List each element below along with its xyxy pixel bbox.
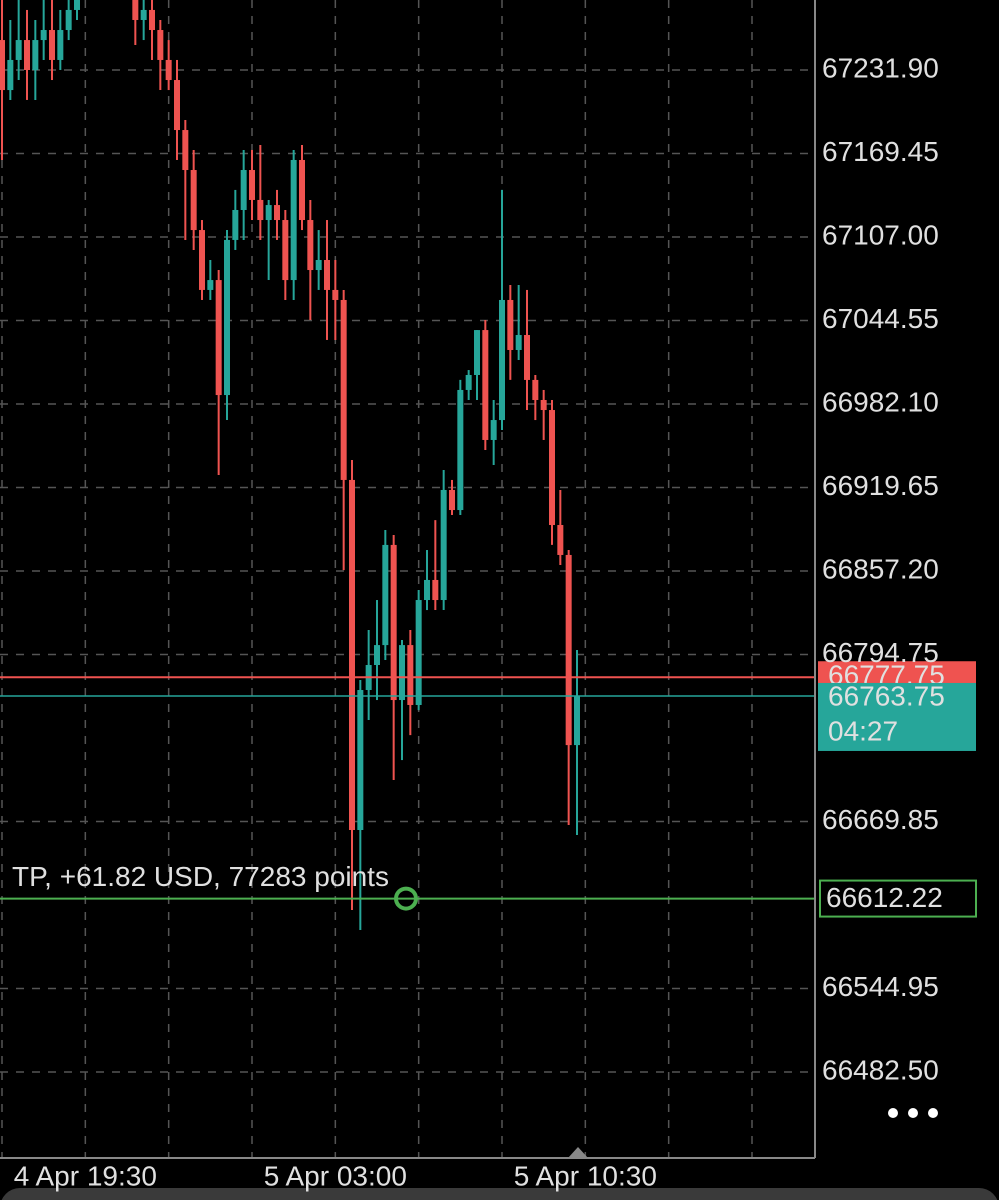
- candle-body: [174, 80, 180, 131]
- candle-body: [440, 489, 447, 601]
- candle-body: [249, 170, 255, 200]
- candle-body: [499, 299, 505, 421]
- bottom-bar: [1, 1188, 998, 1200]
- candle-body: [149, 9, 155, 31]
- candle-body: [215, 280, 222, 396]
- candle-body: [15, 40, 22, 60]
- candle-body: [290, 159, 297, 281]
- candle-body: [549, 410, 555, 526]
- candle-body: [515, 335, 522, 350]
- tp-label: TP, +61.82 USD, 77283 points: [12, 861, 389, 892]
- bid-box: [818, 682, 976, 751]
- candle-body: [415, 600, 422, 705]
- candle-body: [407, 645, 414, 705]
- candle-body: [32, 40, 39, 70]
- candle-body: [299, 159, 305, 221]
- candle-body: [132, 0, 139, 20]
- candle-body: [157, 30, 164, 60]
- candle-body: [524, 335, 530, 380]
- candle-body: [282, 220, 289, 281]
- candle-body: [465, 374, 472, 390]
- candle-body: [399, 645, 405, 701]
- tp-box: [819, 879, 977, 918]
- countdown: 04:27: [828, 715, 898, 746]
- menu-dot[interactable]: [928, 1108, 938, 1118]
- candle-body: [274, 205, 280, 221]
- menu-dot[interactable]: [908, 1108, 918, 1118]
- candle-body: [182, 130, 189, 171]
- candle-body: [199, 230, 205, 290]
- y-tick-label: 67231.90: [822, 52, 939, 83]
- candle-body: [240, 170, 247, 210]
- y-tick-label: 67044.55: [822, 303, 939, 334]
- candle-body: [540, 399, 547, 411]
- candle-body: [207, 280, 214, 290]
- candle-body: [390, 544, 397, 701]
- y-tick-label: 66919.65: [822, 470, 939, 501]
- tp-price-label: 66612.22: [826, 882, 943, 913]
- candle-body: [349, 479, 355, 831]
- y-tick-label: 66982.10: [822, 386, 939, 417]
- y-tick-label: 66669.85: [822, 804, 939, 835]
- candle-body: [490, 420, 497, 440]
- candle-body: [432, 579, 439, 601]
- y-tick-label: 66482.50: [822, 1054, 939, 1085]
- menu-dot[interactable]: [888, 1108, 898, 1118]
- candle-body: [190, 170, 197, 231]
- candle-body: [224, 239, 230, 396]
- candle-body: [57, 30, 64, 60]
- candle-body: [340, 299, 347, 480]
- candle-body: [507, 299, 514, 350]
- candle-body: [574, 695, 580, 746]
- candle-body: [140, 9, 147, 20]
- candle-body: [74, 0, 80, 10]
- candle-body: [307, 220, 314, 271]
- candle-body: [457, 389, 464, 511]
- y-tick-label: 66794.75: [822, 637, 939, 668]
- plot-area: [0, 0, 815, 931]
- candle-body: [232, 209, 239, 240]
- candle-body: [374, 645, 380, 666]
- bid-label: 66763.75: [828, 680, 945, 711]
- y-tick-label: 67107.00: [822, 219, 939, 250]
- x-tick-label: 5 Apr 10:30: [514, 1160, 657, 1191]
- candle-body: [474, 330, 480, 375]
- candle-body: [7, 59, 14, 91]
- candle-body: [40, 30, 47, 41]
- candle-body: [565, 554, 572, 746]
- x-tick-label: 5 Apr 03:00: [264, 1160, 407, 1191]
- candle-body: [324, 259, 330, 290]
- candle-body: [65, 9, 72, 31]
- candle-body: [382, 544, 389, 646]
- candle-body: [557, 525, 564, 555]
- candle-body: [265, 205, 272, 221]
- candle-body: [24, 40, 30, 70]
- candle-body: [424, 579, 430, 601]
- candle-body: [449, 489, 455, 511]
- candle-body: [165, 59, 172, 81]
- y-tick-label: 66544.95: [822, 971, 939, 1002]
- candle-body: [482, 330, 489, 440]
- y-tick-label: 66857.20: [822, 553, 939, 584]
- candle-body: [332, 289, 339, 300]
- overlay: TP, +61.82 USD, 77283 points66777.756676…: [12, 660, 977, 918]
- y-tick-label: 67169.45: [822, 136, 939, 167]
- x-tick-label: 4 Apr 19:30: [14, 1160, 157, 1191]
- candle-body: [257, 199, 264, 221]
- candle-body: [315, 259, 322, 271]
- candle-body: [0, 40, 5, 91]
- candle-body: [532, 379, 539, 400]
- scroll-marker: [568, 1147, 588, 1158]
- candle-body: [357, 690, 364, 831]
- tp-handle[interactable]: [394, 886, 418, 911]
- candle-body: [49, 30, 55, 60]
